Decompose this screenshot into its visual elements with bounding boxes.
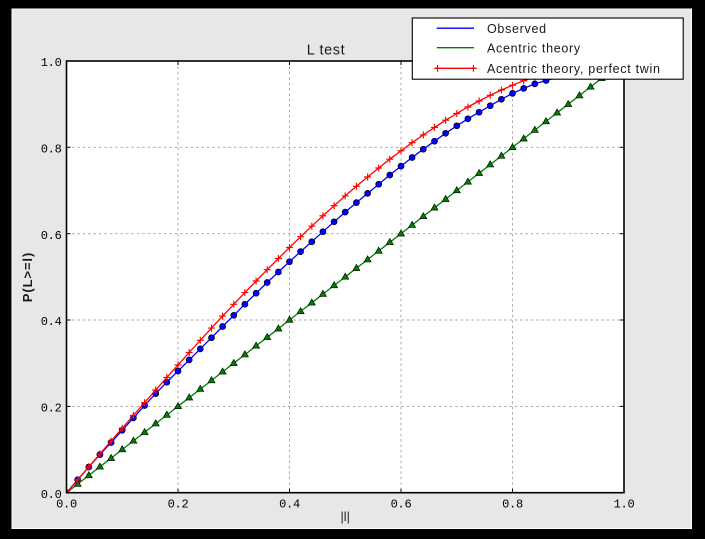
svg-text:Acentric theory, perfect twin: Acentric theory, perfect twin	[487, 62, 661, 76]
svg-text:0.0: 0.0	[41, 488, 62, 502]
svg-text:0.8: 0.8	[502, 497, 523, 511]
svg-text:Acentric theory: Acentric theory	[487, 41, 581, 55]
svg-text:0.4: 0.4	[41, 315, 62, 329]
svg-text:P(L>=l): P(L>=l)	[20, 252, 35, 302]
svg-text:0.6: 0.6	[41, 229, 62, 243]
svg-text:1.0: 1.0	[614, 497, 635, 511]
svg-text:1.0: 1.0	[41, 56, 62, 70]
svg-text:|l|: |l|	[341, 510, 350, 524]
svg-text:0.8: 0.8	[41, 143, 62, 157]
svg-text:0.4: 0.4	[279, 497, 300, 511]
svg-text:0.2: 0.2	[41, 402, 62, 416]
svg-text:0.0: 0.0	[56, 497, 77, 511]
svg-text:0.6: 0.6	[391, 497, 412, 511]
svg-text:Observed: Observed	[487, 22, 547, 36]
svg-text:L test: L test	[307, 42, 346, 58]
svg-text:0.2: 0.2	[168, 497, 189, 511]
